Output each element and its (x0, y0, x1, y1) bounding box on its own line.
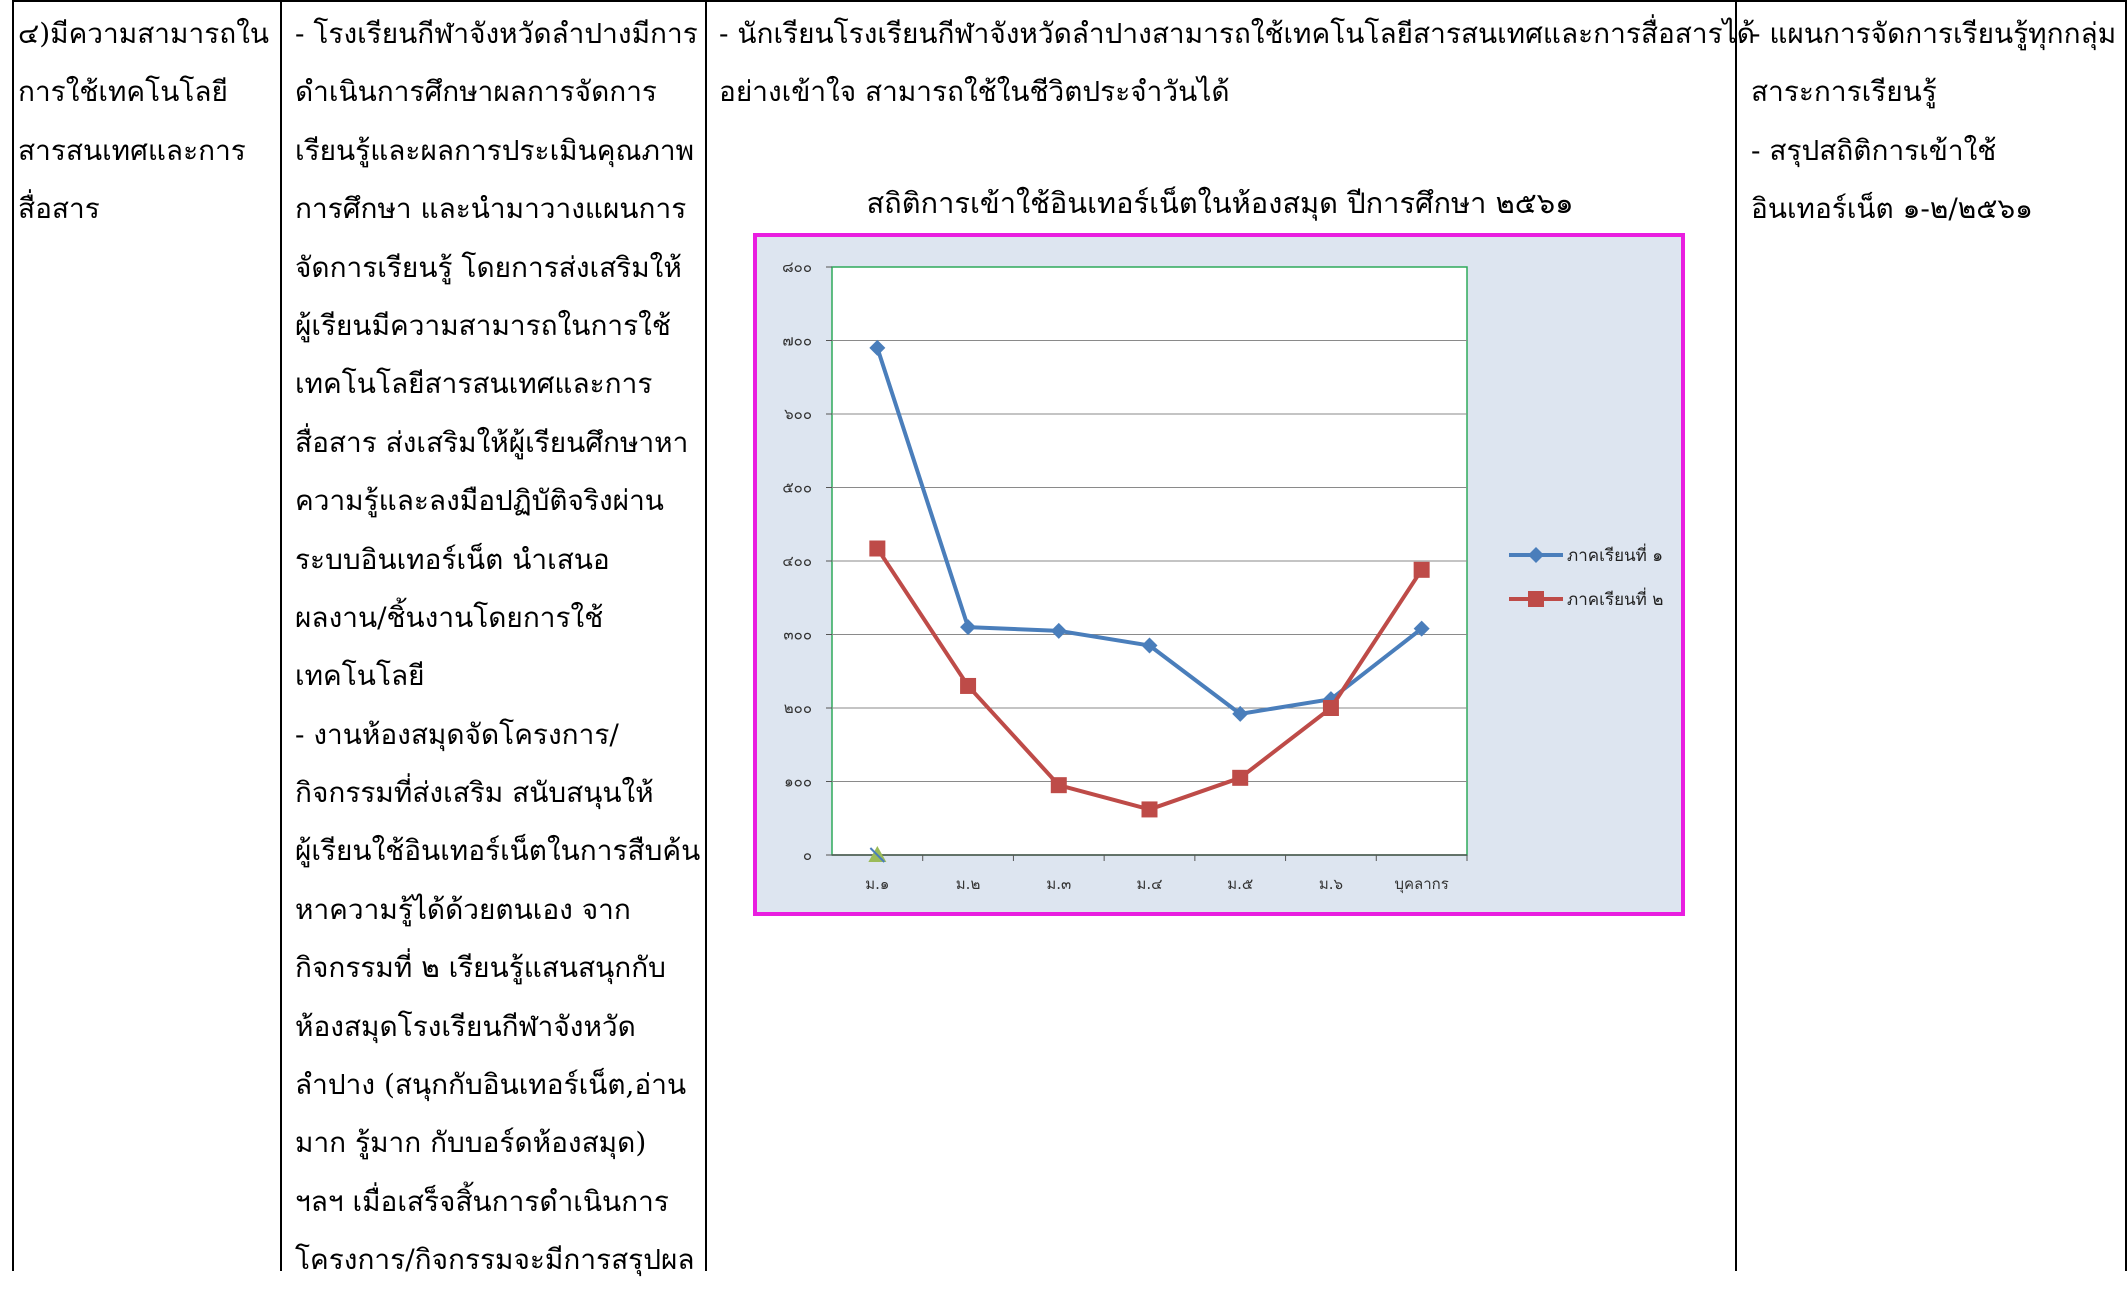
y-tick-label: ๑๐๐ (784, 773, 812, 791)
evidence-line: อินเทอร์เน็ต ๑-๒/๒๕๖๑ (1751, 192, 2033, 226)
data-point (869, 540, 886, 557)
process-line: เทคโนโลยี (295, 659, 425, 693)
x-tick-label: บุคลากร (1394, 875, 1448, 894)
x-tick-label: ม.๑ (865, 875, 889, 893)
process-line: ผู้เรียนมีความสามารถในการใช้ (295, 308, 671, 342)
data-point (1050, 777, 1067, 794)
process-line: ฯลฯ เมื่อเสร็จสิ้นการดำเนินการ (295, 1184, 669, 1218)
y-tick-label: ๖๐๐ (784, 405, 812, 423)
evidence-text: - แผนการจัดการเรียนรู้ทุกกลุ่มสาระการเรี… (1751, 5, 2116, 239)
y-tick-label: ๓๐๐ (783, 626, 812, 644)
indicator-line: สื่อสาร (18, 192, 100, 226)
y-tick-label: ๔๐๐ (782, 552, 812, 570)
legend-label: ภาคเรียนที่ ๒ (1567, 587, 1663, 610)
process-line: ผลงาน/ชิ้นงานโดยการใช้ (295, 600, 604, 634)
result-line: - นักเรียนโรงเรียนกีฬาจังหวัดลำปางสามารถ… (719, 17, 1755, 50)
process-text: - โรงเรียนกีฬาจังหวัดลำปางมีการดำเนินการ… (295, 5, 700, 1290)
legend-marker (1528, 591, 1544, 607)
y-tick-label: ๘๐๐ (782, 258, 812, 276)
table-top-border (12, 0, 2127, 2)
process-line: โครงการ/กิจกรรมจะมีการสรุปผล (295, 1243, 695, 1277)
data-point (1141, 801, 1158, 818)
evidence-line: - แผนการจัดการเรียนรู้ทุกกลุ่ม (1751, 17, 2117, 50)
x-tick-label: ม.๒ (956, 875, 981, 893)
x-tick-label: ม.๓ (1046, 875, 1071, 893)
process-line: กิจกรรมที่ส่งเสริม สนับสนุนให้ (295, 776, 654, 810)
result-line: อย่างเข้าใจ สามารถใช้ในชีวิตประจำวันได้ (719, 75, 1230, 109)
process-line: ความรู้และลงมือปฏิบัติจริงผ่าน (295, 484, 664, 518)
indicator-line: การใช้เทคโนโลยี (18, 75, 228, 109)
process-line: หาความรู้ได้ด้วยตนเอง จาก (295, 892, 631, 926)
legend-marker (1528, 547, 1544, 563)
result-text: - นักเรียนโรงเรียนกีฬาจังหวัดลำปางสามารถ… (719, 5, 1755, 122)
x-tick-label: ม.๔ (1136, 875, 1162, 893)
process-line: เทคโนโลยีสารสนเทศและการ (295, 367, 653, 401)
indicator-line: สารสนเทศและการ (18, 133, 246, 167)
data-point (960, 677, 977, 694)
process-line: ระบบอินเทอร์เน็ต นำเสนอ (295, 542, 610, 576)
data-point (1050, 622, 1067, 639)
process-line: สื่อสาร ส่งเสริมให้ผู้เรียนศึกษาหา (295, 425, 689, 459)
process-line: การศึกษา และนำมาวางแผนการ (295, 192, 687, 226)
process-line: - งานห้องสมุดจัดโครงการ/ (295, 717, 619, 751)
process-line: เรียนรู้และผลการประเมินคุณภาพ (295, 133, 695, 167)
y-tick-label: ๗๐๐ (782, 332, 812, 350)
process-line: มาก รู้มาก กับบอร์ดห้องสมุด) (295, 1126, 647, 1160)
table-column-result: - นักเรียนโรงเรียนกีฬาจังหวัดลำปางสามารถ… (705, 0, 1755, 1271)
data-point (1413, 561, 1430, 578)
evidence-line: สาระการเรียนรู้ (1751, 75, 1937, 109)
process-line: - โรงเรียนกีฬาจังหวัดลำปางมีการ (295, 17, 698, 50)
table-column-evidence: - แผนการจัดการเรียนรู้ทุกกลุ่มสาระการเรี… (1735, 0, 2127, 1271)
data-point (1322, 700, 1339, 716)
data-point (1413, 620, 1430, 637)
data-point (1232, 705, 1249, 722)
y-tick-label: ๒๐๐ (784, 699, 812, 717)
data-point (868, 846, 887, 863)
chart-frame: ๐ ๑๐๐ ๒๐๐ ๓๐๐ ๔๐๐ ๕๐๐ ๖๐๐ ๗๐๐ ๘๐๐ม.๑ ม.๒ ม.๓ ม.๔ ม.๕… (753, 233, 1685, 916)
process-line: ผู้เรียนใช้อินเทอร์เน็ตในการสืบค้น (295, 834, 701, 868)
y-tick-label: ๕๐๐ (782, 479, 812, 497)
table-column-process: - โรงเรียนกีฬาจังหวัดลำปางมีการดำเนินการ… (280, 0, 705, 1276)
process-line: ห้องสมุดโรงเรียนกีฬาจังหวัด (295, 1009, 636, 1043)
indicator-line: ๔)มีความสามารถใน (18, 17, 270, 50)
indicator-text: ๔)มีความสามารถในการใช้เทคโนโลยีสารสนเทศแ… (18, 5, 269, 239)
chart-title: สถิติการเข้าใช้อินเทอร์เน็ตในห้องสมุด ปี… (866, 186, 1574, 220)
process-line: จัดการเรียนรู้ โดยการส่งเสริมให้ (295, 250, 682, 284)
x-tick-label: ม.๕ (1227, 875, 1253, 893)
table-column-indicator: ๔)มีความสามารถในการใช้เทคโนโลยีสารสนเทศแ… (12, 0, 280, 1271)
data-point (1141, 637, 1158, 654)
evidence-line: - สรุปสถิติการเข้าใช้ (1751, 133, 1997, 167)
y-tick-label: ๐ (803, 846, 812, 864)
x-tick-label: ม.๖ (1319, 875, 1343, 893)
process-line: กิจกรรมที่ ๒ เรียนรู้แสนสนุกกับ (295, 951, 666, 985)
process-line: ลำปาง (สนุกกับอินเทอร์เน็ต,อ่าน (295, 1068, 687, 1102)
data-point (960, 619, 977, 636)
process-line: ดำเนินการศึกษาผลการจัดการ (295, 75, 657, 109)
legend-label: ภาคเรียนที่ ๑ (1567, 543, 1663, 566)
data-point (1232, 769, 1249, 786)
